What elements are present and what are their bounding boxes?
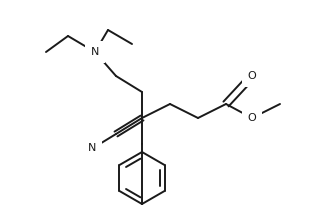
Text: N: N — [88, 143, 96, 153]
Text: N: N — [91, 47, 99, 57]
Text: O: O — [248, 71, 256, 81]
Text: O: O — [248, 113, 256, 123]
